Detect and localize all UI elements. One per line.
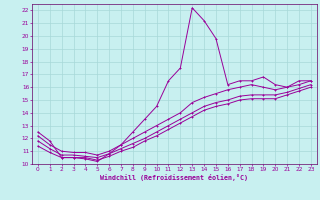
X-axis label: Windchill (Refroidissement éolien,°C): Windchill (Refroidissement éolien,°C): [100, 174, 248, 181]
